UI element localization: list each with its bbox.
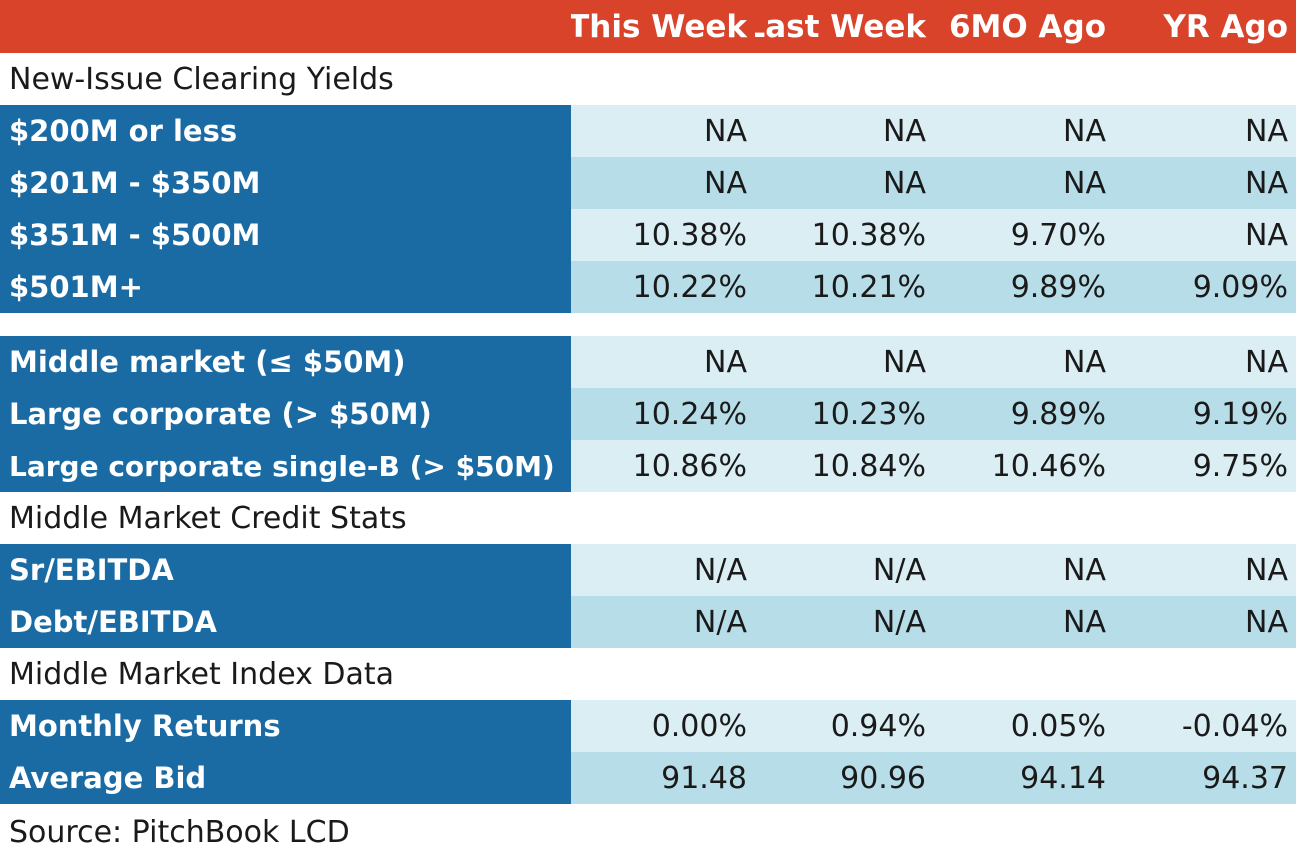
value-cell: 10.38% [755, 209, 934, 261]
section-title-row: Middle Market Index Data [0, 648, 1296, 700]
value-cell: 94.14 [934, 752, 1114, 804]
column-header-yr-ago: YR Ago [1163, 8, 1288, 45]
value-cell: 0.00% [571, 700, 755, 752]
row-label: Monthly Returns [0, 700, 571, 752]
row-label: Large corporate (> $50M) [0, 388, 571, 440]
section-title: Middle Market Index Data [9, 656, 395, 692]
row-label: Average Bid [0, 752, 571, 804]
value-cell: 10.46% [934, 440, 1114, 492]
section-title-row: Middle Market Credit Stats [0, 492, 1296, 544]
table-row: Debt/EBITDA N/A N/A NA NA [0, 596, 1296, 648]
table-row: $200M or less NA NA NA NA [0, 105, 1296, 157]
source-row: Source: PitchBook LCD [0, 804, 1296, 861]
value-cell: NA [1114, 336, 1296, 388]
value-cell: 10.84% [755, 440, 934, 492]
row-label: Sr/EBITDA [0, 544, 571, 596]
table-row: Sr/EBITDA N/A N/A NA NA [0, 544, 1296, 596]
table-row: $501M+ 10.22% 10.21% 9.89% 9.09% [0, 261, 1296, 313]
column-header-6mo-ago: 6MO Ago [948, 8, 1106, 45]
value-cell: 94.37 [1114, 752, 1296, 804]
value-cell: 10.23% [755, 388, 934, 440]
table-row: Average Bid 91.48 90.96 94.14 94.37 [0, 752, 1296, 804]
value-cell: 9.09% [1114, 261, 1296, 313]
table-row: Large corporate (> $50M) 10.24% 10.23% 9.89… [0, 388, 1296, 440]
value-cell: NA [934, 105, 1114, 157]
row-label: $200M or less [0, 105, 571, 157]
value-cell: NA [571, 157, 755, 209]
table-row: Middle market (≤ $50M) NA NA NA NA [0, 336, 1296, 388]
value-cell: 9.89% [934, 388, 1114, 440]
value-cell: N/A [755, 596, 934, 648]
section-title-row: New-Issue Clearing Yields [0, 53, 1296, 105]
value-cell: 10.24% [571, 388, 755, 440]
table-row: $201M - $350M NA NA NA NA [0, 157, 1296, 209]
value-cell: 0.94% [755, 700, 934, 752]
section-title: New-Issue Clearing Yields [9, 61, 394, 97]
source-note: Source: PitchBook LCD [9, 815, 350, 850]
value-cell: NA [571, 105, 755, 157]
value-cell: NA [1114, 157, 1296, 209]
column-header-this-week: This Week [571, 8, 747, 45]
value-cell: NA [934, 157, 1114, 209]
value-cell: NA [1114, 596, 1296, 648]
value-cell: NA [934, 544, 1114, 596]
value-cell: 9.70% [934, 209, 1114, 261]
value-cell: 91.48 [571, 752, 755, 804]
row-label: Debt/EBITDA [0, 596, 571, 648]
value-cell: 0.05% [934, 700, 1114, 752]
table-row: Monthly Returns 0.00% 0.94% 0.05% -0.04% [0, 700, 1296, 752]
value-cell: N/A [571, 544, 755, 596]
row-label: Large corporate single-B (> $50M) [0, 440, 571, 492]
table-row: $351M - $500M 10.38% 10.38% 9.70% NA [0, 209, 1296, 261]
value-cell: 90.96 [755, 752, 934, 804]
value-cell: 10.38% [571, 209, 755, 261]
value-cell: 9.75% [1114, 440, 1296, 492]
value-cell: NA [1114, 209, 1296, 261]
value-cell: 9.19% [1114, 388, 1296, 440]
row-label: $501M+ [0, 261, 571, 313]
value-cell: NA [1114, 105, 1296, 157]
value-cell: NA [755, 157, 934, 209]
table-header: This Week Last Week 6MO Ago YR Ago [0, 0, 1296, 53]
section-title: Middle Market Credit Stats [9, 500, 407, 536]
value-cell: 10.86% [571, 440, 755, 492]
value-cell: 10.21% [755, 261, 934, 313]
value-cell: NA [755, 105, 934, 157]
table-row: Large corporate single-B (> $50M) 10.86% 1… [0, 440, 1296, 492]
column-header-last-week: Last Week [755, 8, 926, 45]
row-label: $351M - $500M [0, 209, 571, 261]
value-cell: NA [934, 336, 1114, 388]
value-cell: 9.89% [934, 261, 1114, 313]
value-cell: N/A [571, 596, 755, 648]
value-cell: NA [934, 596, 1114, 648]
value-cell: NA [571, 336, 755, 388]
value-cell: N/A [755, 544, 934, 596]
value-cell: NA [755, 336, 934, 388]
row-label: Middle market (≤ $50M) [0, 336, 571, 388]
value-cell: 10.22% [571, 261, 755, 313]
value-cell: NA [1114, 544, 1296, 596]
row-label: $201M - $350M [0, 157, 571, 209]
value-cell: -0.04% [1114, 700, 1296, 752]
